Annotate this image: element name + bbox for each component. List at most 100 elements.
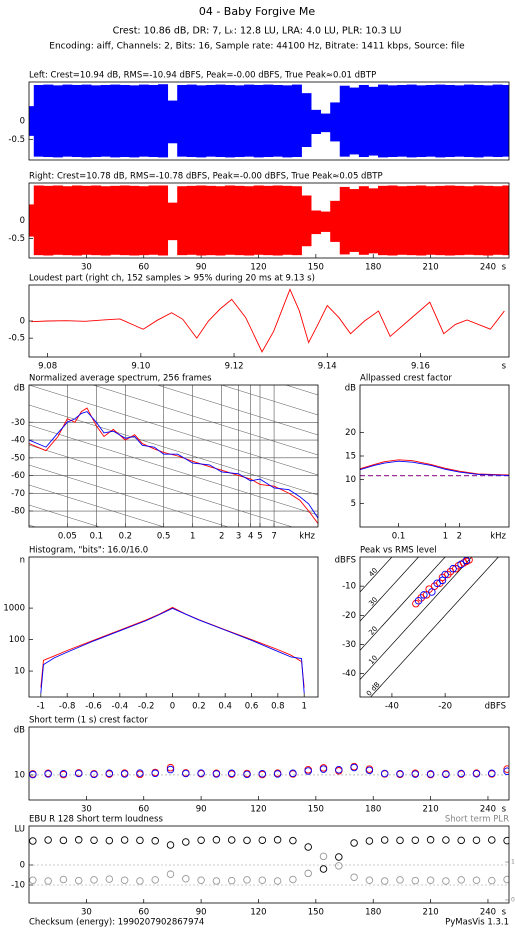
waveform-segment: [244, 84, 255, 157]
point: [365, 766, 374, 775]
x-tick-label: -0.8: [59, 702, 76, 712]
waveform-segment: [91, 85, 102, 158]
waveform-segment: [291, 186, 302, 256]
waveform-segment: [225, 84, 235, 158]
reference-line: [29, 404, 318, 496]
point: [350, 763, 358, 772]
point: [289, 769, 297, 778]
point: [273, 836, 282, 844]
x-tick-label: 180: [365, 805, 381, 815]
waveform-segment: [320, 113, 331, 133]
y-axis-label: n: [20, 556, 25, 566]
x-tick-label: 240: [480, 908, 496, 918]
waveform-segment: [138, 186, 149, 256]
waveform-segment: [253, 84, 264, 158]
waveform-segment: [416, 185, 427, 256]
point: [304, 767, 312, 775]
x-axis-label: s: [502, 908, 507, 918]
x-tick-label: 150: [308, 805, 324, 815]
plot-frame: [28, 825, 510, 904]
point: [414, 597, 423, 605]
point: [503, 765, 509, 773]
point: [136, 769, 144, 777]
waveform-segment: [425, 84, 436, 157]
waveform-segment: [52, 85, 63, 158]
point: [212, 770, 221, 778]
y-axis-label: dB: [345, 384, 356, 394]
point: [420, 591, 428, 599]
series-line: [360, 460, 509, 476]
point: [166, 765, 175, 774]
waveform-segment: [406, 185, 417, 256]
point: [457, 560, 465, 569]
crest-line-label: 20: [367, 625, 379, 637]
y-axis-label: dB: [14, 726, 25, 736]
x-tick-label: 240: [480, 805, 496, 815]
point: [442, 877, 450, 885]
waveform-segment: [205, 84, 216, 157]
y-tick-label: 15: [345, 452, 356, 462]
waveform-segment: [291, 84, 302, 158]
waveform-segment: [253, 185, 264, 255]
x-tick-label: 0.1: [392, 532, 406, 542]
panel-title: Normalized average spectrum, 256 frames: [29, 374, 212, 384]
point: [136, 836, 144, 845]
x-tick-label: 3: [236, 532, 241, 542]
waveform-segment: [29, 106, 35, 136]
y-tick-label: -60: [11, 471, 25, 481]
waveform-segment: [43, 185, 54, 256]
point: [319, 865, 328, 873]
point: [441, 570, 449, 579]
point: [396, 769, 404, 778]
point: [289, 836, 297, 845]
point: [151, 837, 159, 845]
y-tick-label: -0.5: [8, 334, 25, 344]
point: [411, 836, 420, 844]
point: [304, 869, 312, 878]
point: [273, 770, 282, 778]
x-tick-label: 9.10: [131, 362, 150, 372]
x-tick-label: 60: [138, 908, 149, 918]
x-tick-label: 150: [308, 908, 324, 918]
point: [503, 836, 509, 845]
x-tick-label: 0.05: [58, 532, 77, 542]
point: [29, 837, 37, 845]
plot-frame: [28, 726, 510, 801]
waveform-segment: [100, 186, 111, 256]
panel-title: Loudest part (right ch, 152 samples > 95…: [29, 274, 315, 284]
x-tick-label: 150: [308, 263, 324, 273]
reference-line: [29, 285, 318, 375]
waveform-segment: [311, 109, 322, 134]
y-tick-label: 1000: [3, 604, 25, 614]
point: [380, 769, 389, 778]
x-tick-label: 210: [422, 805, 438, 815]
point: [182, 838, 190, 846]
waveform-segment: [425, 186, 436, 255]
y-tick-label: -80: [11, 507, 25, 517]
x-axis-label: kHz: [490, 532, 506, 542]
panel-title: EBU R 128 Short term loudness: [29, 815, 163, 825]
waveform-segment: [186, 84, 197, 158]
x-axis-label: kHz: [299, 532, 315, 542]
waveform-segment: [177, 186, 188, 256]
waveform-segment: [81, 84, 92, 158]
y-tick-label: -10: [11, 881, 25, 891]
x-tick-label: 0.1: [90, 532, 104, 542]
point: [442, 770, 450, 779]
point: [166, 870, 175, 878]
point: [380, 877, 389, 885]
y-tick-label: 10: [14, 770, 25, 780]
waveform-segment: [234, 85, 245, 158]
point: [411, 876, 420, 885]
panel-title: Short term (1 s) crest factor: [29, 716, 148, 726]
x-tick-label: 2: [219, 532, 224, 542]
x-tick-label: -40: [385, 702, 399, 712]
x-tick-label: 120: [250, 263, 266, 273]
crest-line: [360, 557, 446, 651]
waveform-segment: [205, 185, 216, 256]
point: [105, 769, 114, 778]
waveform-segment: [502, 84, 509, 157]
plot-frame: [359, 556, 510, 698]
point: [90, 876, 98, 884]
